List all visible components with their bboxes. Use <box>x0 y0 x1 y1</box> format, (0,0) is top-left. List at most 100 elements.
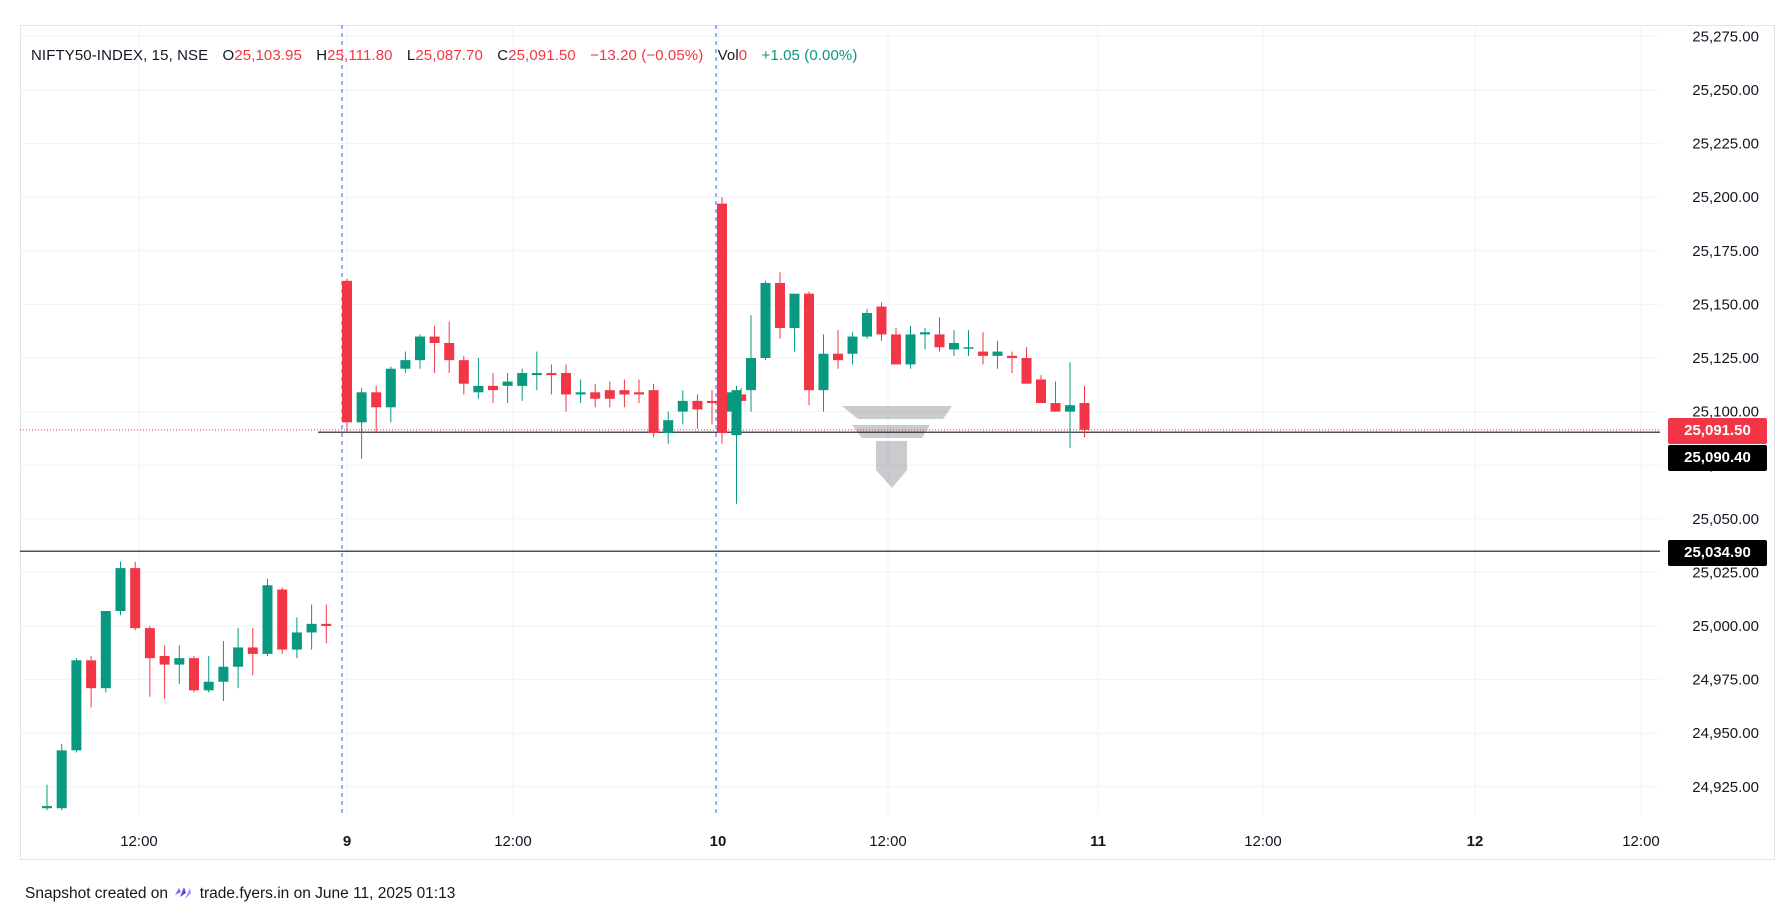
candle-body <box>1065 405 1075 412</box>
candle-body <box>277 589 288 650</box>
candle-body <box>400 360 411 369</box>
grid <box>20 25 1660 815</box>
candle-body <box>1079 403 1090 430</box>
candle <box>604 381 615 408</box>
candle-body <box>707 400 717 404</box>
candle <box>100 610 111 693</box>
candle <box>692 394 703 429</box>
y-tick-label: 25,150.00 <box>1692 296 1759 313</box>
candle-body <box>731 390 742 436</box>
y-tick-label: 25,250.00 <box>1692 82 1759 99</box>
candle <box>1065 362 1075 449</box>
candle <box>473 358 484 399</box>
candle <box>488 373 498 404</box>
candle <box>862 308 872 339</box>
candle <box>291 617 302 659</box>
candle <box>356 388 367 459</box>
candle <box>561 364 571 412</box>
candle <box>458 355 469 395</box>
candle-body <box>1007 355 1017 358</box>
x-tick-label: 11 <box>1090 833 1106 850</box>
footer-site-link[interactable]: trade.fyers.in <box>199 885 290 902</box>
candle-body <box>321 623 332 626</box>
level-price-tag: 25,034.90 <box>1668 540 1767 566</box>
candle-body <box>86 660 97 689</box>
y-tick-label: 25,200.00 <box>1692 189 1759 206</box>
candle-body <box>262 585 273 654</box>
candle <box>262 578 273 657</box>
candle-body <box>233 647 244 667</box>
candle-body <box>746 358 756 391</box>
candle-body <box>100 610 111 689</box>
candle <box>891 327 901 365</box>
chart-frame[interactable] <box>20 25 1775 860</box>
candle <box>677 390 688 425</box>
candle-body <box>604 390 615 399</box>
candle <box>619 379 630 408</box>
candle <box>233 628 244 689</box>
candle <box>546 364 557 395</box>
x-tick-label: 12:00 <box>1244 833 1282 850</box>
y-tick-label: 24,925.00 <box>1692 779 1759 796</box>
candle-body <box>71 660 82 751</box>
candle <box>342 278 352 434</box>
candle-body <box>159 656 170 665</box>
volume-label: Vol <box>717 47 739 64</box>
line-price-tag: 25,090.40 <box>1668 445 1767 471</box>
indicator-value: +1.05 (0.00%) <box>761 47 858 64</box>
y-tick-label: 24,975.00 <box>1692 672 1759 689</box>
candle-body <box>833 353 843 361</box>
candle-body <box>342 280 352 423</box>
candle-body <box>575 392 586 395</box>
candle-body <box>356 392 367 423</box>
candle-body <box>804 293 814 391</box>
candle <box>663 411 674 444</box>
candle <box>804 291 814 406</box>
fyers-watermark <box>842 406 952 488</box>
candle <box>992 340 1003 369</box>
y-tick-label: 24,950.00 <box>1692 725 1759 742</box>
candle-body <box>634 392 644 395</box>
candle <box>789 293 800 352</box>
candle-body <box>203 681 214 691</box>
y-tick-label: 25,050.00 <box>1692 511 1759 528</box>
candle-body <box>473 385 484 393</box>
candle <box>444 321 455 374</box>
candle-body <box>306 623 317 633</box>
candle-body <box>458 360 469 384</box>
candle-body <box>963 347 974 349</box>
candle <box>634 379 644 404</box>
candle-body <box>663 420 674 434</box>
low-value: 25,087.70 <box>415 47 483 64</box>
candle-body <box>934 334 945 348</box>
candle <box>707 390 717 425</box>
high-label: H <box>316 47 328 64</box>
high-value: 25,111.80 <box>327 47 393 64</box>
candle-body <box>42 806 52 809</box>
candle <box>174 645 185 684</box>
candle <box>86 656 97 708</box>
candle-body <box>648 390 659 434</box>
candles <box>42 197 1090 811</box>
change-value: −13.20 (−0.05%) <box>590 47 704 64</box>
candle <box>833 330 843 369</box>
candle-body <box>692 400 703 410</box>
candle <box>1036 375 1046 404</box>
candle <box>775 272 785 339</box>
candle <box>159 645 170 699</box>
candle <box>429 325 440 374</box>
candle-body <box>517 373 528 386</box>
candle <box>56 743 67 811</box>
candle-body <box>561 373 571 395</box>
candle <box>590 383 601 408</box>
footer-suffix: on June 11, 2025 01:13 <box>293 885 456 902</box>
candle <box>115 561 126 616</box>
ohlc-legend: NIFTY50-INDEX, 15, NSE O25,103.95 H25,11… <box>31 47 857 64</box>
candle-body <box>920 332 930 335</box>
candle <box>502 373 513 404</box>
candle <box>144 626 155 697</box>
candle <box>130 561 141 631</box>
y-tick-label: 25,100.00 <box>1692 404 1759 421</box>
candle-body <box>415 336 425 361</box>
